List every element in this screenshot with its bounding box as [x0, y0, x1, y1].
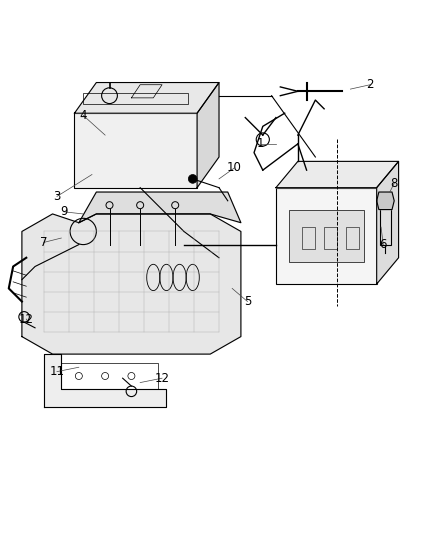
Polygon shape	[44, 354, 166, 407]
Polygon shape	[377, 192, 394, 209]
Polygon shape	[197, 83, 219, 188]
Polygon shape	[22, 214, 241, 354]
Polygon shape	[79, 192, 241, 223]
Text: 6: 6	[379, 238, 387, 251]
Text: 1: 1	[257, 138, 265, 150]
Polygon shape	[377, 161, 399, 284]
Text: 12: 12	[155, 372, 170, 385]
Bar	[324, 227, 337, 249]
Bar	[302, 227, 315, 249]
Text: 2: 2	[366, 78, 374, 91]
Polygon shape	[74, 83, 219, 113]
Text: 3: 3	[53, 190, 60, 203]
Bar	[61, 363, 158, 389]
Text: 10: 10	[227, 161, 242, 174]
Bar	[83, 93, 188, 104]
Text: 11: 11	[49, 365, 64, 378]
Bar	[289, 209, 364, 262]
Text: 4: 4	[79, 109, 87, 122]
Bar	[346, 227, 359, 249]
Text: 9: 9	[60, 205, 67, 218]
Text: 12: 12	[19, 312, 34, 326]
Text: 7: 7	[40, 236, 48, 249]
Bar	[380, 201, 391, 245]
Text: 5: 5	[244, 295, 251, 308]
Polygon shape	[276, 161, 399, 188]
Bar	[276, 188, 377, 284]
Circle shape	[188, 174, 197, 183]
Text: 8: 8	[391, 177, 398, 190]
Bar	[74, 113, 197, 188]
